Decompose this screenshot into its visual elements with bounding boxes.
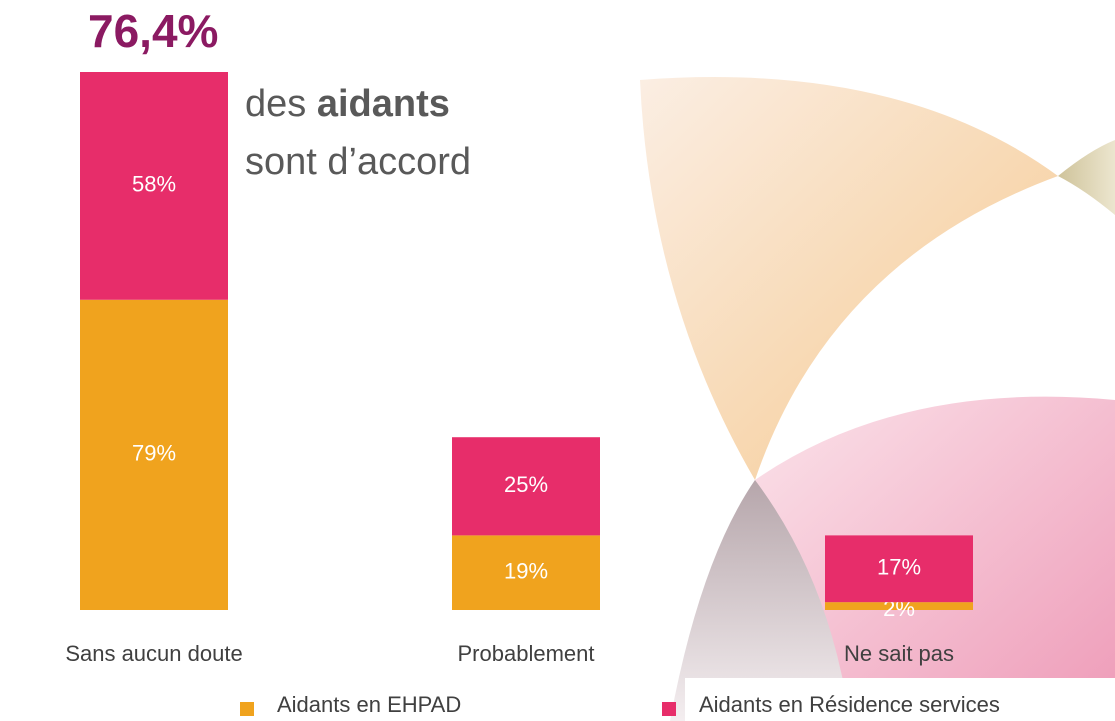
subtitle-bold: aidants xyxy=(317,83,450,125)
data-label: 79% xyxy=(132,441,176,466)
data-label: 19% xyxy=(504,559,548,584)
x-tick-label: Sans aucun doute xyxy=(65,641,242,666)
legend-swatch xyxy=(662,702,676,716)
legend-label: Aidants en Résidence services xyxy=(699,692,1000,717)
legend-swatch xyxy=(240,702,254,716)
subtitle-text: des xyxy=(245,83,317,125)
data-label: 25% xyxy=(504,472,548,497)
x-tick-label: Probablement xyxy=(458,641,595,666)
subtitle: des aidants xyxy=(245,83,450,125)
subtitle: sont d’accord xyxy=(245,141,471,183)
x-tick-label: Ne sait pas xyxy=(844,641,954,666)
data-label: 58% xyxy=(132,172,176,197)
background-decoration xyxy=(640,77,1115,721)
legend-label: Aidants en EHPAD xyxy=(277,692,461,717)
data-label: 17% xyxy=(877,555,921,580)
chart: 76,4% des aidants sont d’accord 79% 58% Sa… xyxy=(0,0,1115,721)
headline: 76,4% xyxy=(88,5,218,57)
